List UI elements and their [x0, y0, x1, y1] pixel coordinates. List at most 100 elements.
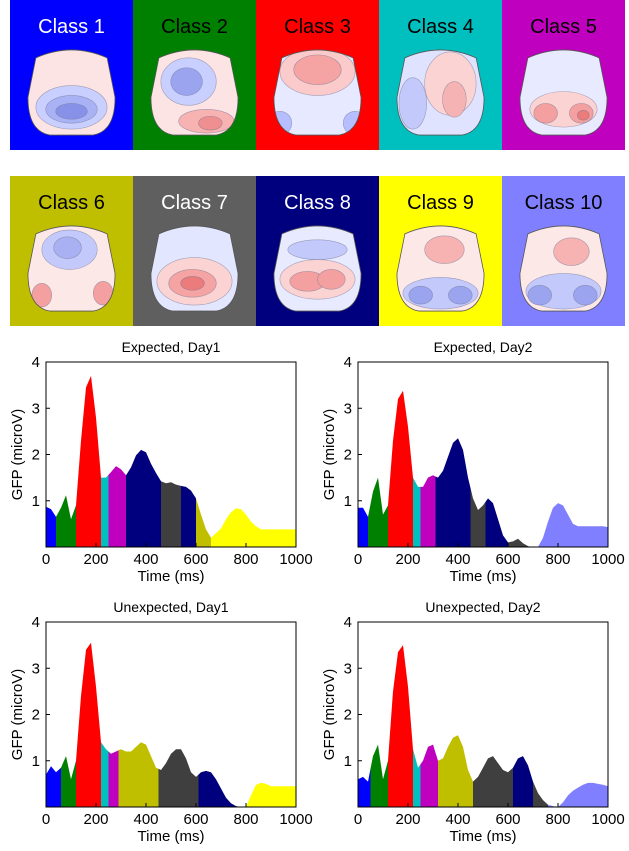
class-5-cell: Class 5: [502, 0, 625, 150]
y-tick-label: 3: [32, 400, 40, 417]
x-tick-label: 200: [83, 551, 108, 568]
segment-class-3: [388, 390, 413, 547]
class-5-topography-map: [519, 49, 608, 136]
class-9-label: Class 9: [407, 192, 474, 214]
class-8-topography-map: [273, 225, 362, 312]
class-5-label: Class 5: [530, 16, 597, 38]
y-tick-label: 2: [32, 707, 40, 724]
class-row-1: Class 1 Class 2 Class 3 Class 4 Class 5: [10, 0, 625, 150]
x-tick-label: 200: [395, 811, 420, 828]
segment-class-5: [108, 750, 119, 807]
segment-class-6: [196, 498, 211, 547]
gfp-chart-1: Expected, Day1 0 200 400 600 800 1000 1 2 3 4 Time …: [9, 339, 313, 585]
x-axis-label: Time (ms): [138, 828, 205, 845]
gfp-chart-2: Expected, Day2 0 200 400 600 800 1000 1 2 3 4 Time …: [321, 339, 625, 585]
class-7-topography-map: [150, 225, 239, 312]
y-tick-label: 1: [344, 753, 352, 770]
class-10-topography-map: [519, 225, 608, 312]
class-row-2: Class 6 Class 7 Class 8 Class 9 Class 10: [10, 176, 625, 326]
segment-class-2: [370, 744, 388, 807]
y-tick-label: 3: [32, 660, 40, 677]
segment-class-3: [388, 645, 413, 807]
x-tick-label: 1000: [279, 811, 312, 828]
segment-class-1: [358, 768, 371, 807]
x-tick-label: 400: [133, 811, 158, 828]
x-tick-label: 1000: [279, 551, 312, 568]
x-tick-label: 400: [445, 551, 470, 568]
x-tick-label: 1000: [591, 811, 624, 828]
class-3-cell: Class 3: [256, 0, 379, 150]
y-tick-label: 1: [32, 753, 40, 770]
segment-class-1: [46, 766, 61, 807]
class-2-topography-map: [150, 49, 239, 136]
segment-class-5: [420, 475, 436, 547]
segment-class-7: [158, 749, 199, 807]
x-axis-label: Time (ms): [138, 568, 205, 585]
class-1-cell: Class 1: [10, 0, 133, 150]
segment-class-4: [413, 477, 421, 547]
segment-class-5: [420, 744, 438, 807]
class-10-cell: Class 10: [502, 176, 625, 326]
segment-class-9: [211, 508, 296, 547]
chart-title: Expected, Day2: [434, 339, 533, 355]
y-tick-label: 3: [344, 400, 352, 417]
segment-class-3: [76, 375, 101, 547]
y-tick-label: 3: [344, 660, 352, 677]
segment-class-8: [181, 485, 196, 547]
segment-class-10: [528, 503, 608, 547]
y-axis-label: GFP (microV): [321, 409, 338, 500]
class-10-label: Class 10: [524, 192, 603, 214]
x-tick-label: 800: [233, 551, 258, 568]
x-axis-label: Time (ms): [450, 828, 517, 845]
segment-class-8: [435, 438, 471, 547]
segment-class-3: [76, 642, 101, 807]
y-tick-label: 4: [344, 354, 352, 371]
segment-class-2: [368, 477, 388, 547]
segment-class-6: [438, 735, 473, 807]
class-4-label: Class 4: [407, 16, 474, 38]
class-3-topography-map: [273, 49, 362, 136]
class-7-cell: Class 7: [133, 176, 256, 326]
x-tick-label: 200: [395, 551, 420, 568]
x-tick-label: 0: [354, 811, 362, 828]
y-tick-label: 2: [32, 447, 40, 464]
x-tick-label: 600: [183, 551, 208, 568]
x-tick-label: 200: [83, 811, 108, 828]
chart-title: Expected, Day1: [122, 339, 221, 355]
segment-class-7: [473, 756, 513, 807]
segment-class-1: [46, 506, 56, 547]
x-tick-label: 400: [445, 811, 470, 828]
segment-class-2: [56, 495, 76, 547]
class-2-cell: Class 2: [133, 0, 256, 150]
gfp-chart-4: Unexpected, Day2 0 200 400 600 800 1000 1 2 3 4 Tim…: [321, 599, 625, 845]
segment-class-2: [61, 756, 76, 807]
y-axis-label: GFP (microV): [9, 669, 26, 760]
x-tick-label: 600: [183, 811, 208, 828]
class-9-cell: Class 9: [379, 176, 502, 326]
y-tick-label: 2: [344, 447, 352, 464]
class-3-label: Class 3: [284, 16, 351, 38]
segment-class-8: [126, 449, 161, 547]
segment-class-7: [533, 781, 548, 807]
class-1-topography-map: [27, 49, 116, 136]
class-6-cell: Class 6: [10, 176, 133, 326]
y-tick-label: 4: [344, 614, 352, 631]
x-tick-label: 0: [354, 551, 362, 568]
x-tick-label: 0: [42, 551, 50, 568]
class-4-topography-map: [396, 49, 485, 136]
segment-class-8: [198, 770, 244, 807]
y-axis-label: GFP (microV): [321, 669, 338, 760]
y-axis-label: GFP (microV): [9, 409, 26, 500]
segment-class-9: [243, 782, 296, 807]
class-9-topography-map: [396, 225, 485, 312]
y-tick-label: 1: [32, 493, 40, 510]
segment-class-4: [413, 749, 421, 807]
y-tick-label: 4: [32, 614, 40, 631]
segment-class-4: [101, 474, 109, 547]
x-tick-label: 800: [545, 551, 570, 568]
segment-class-4: [101, 742, 109, 807]
segment-class-7: [470, 488, 486, 547]
class-6-topography-map: [27, 225, 116, 312]
segment-class-7: [161, 481, 181, 547]
